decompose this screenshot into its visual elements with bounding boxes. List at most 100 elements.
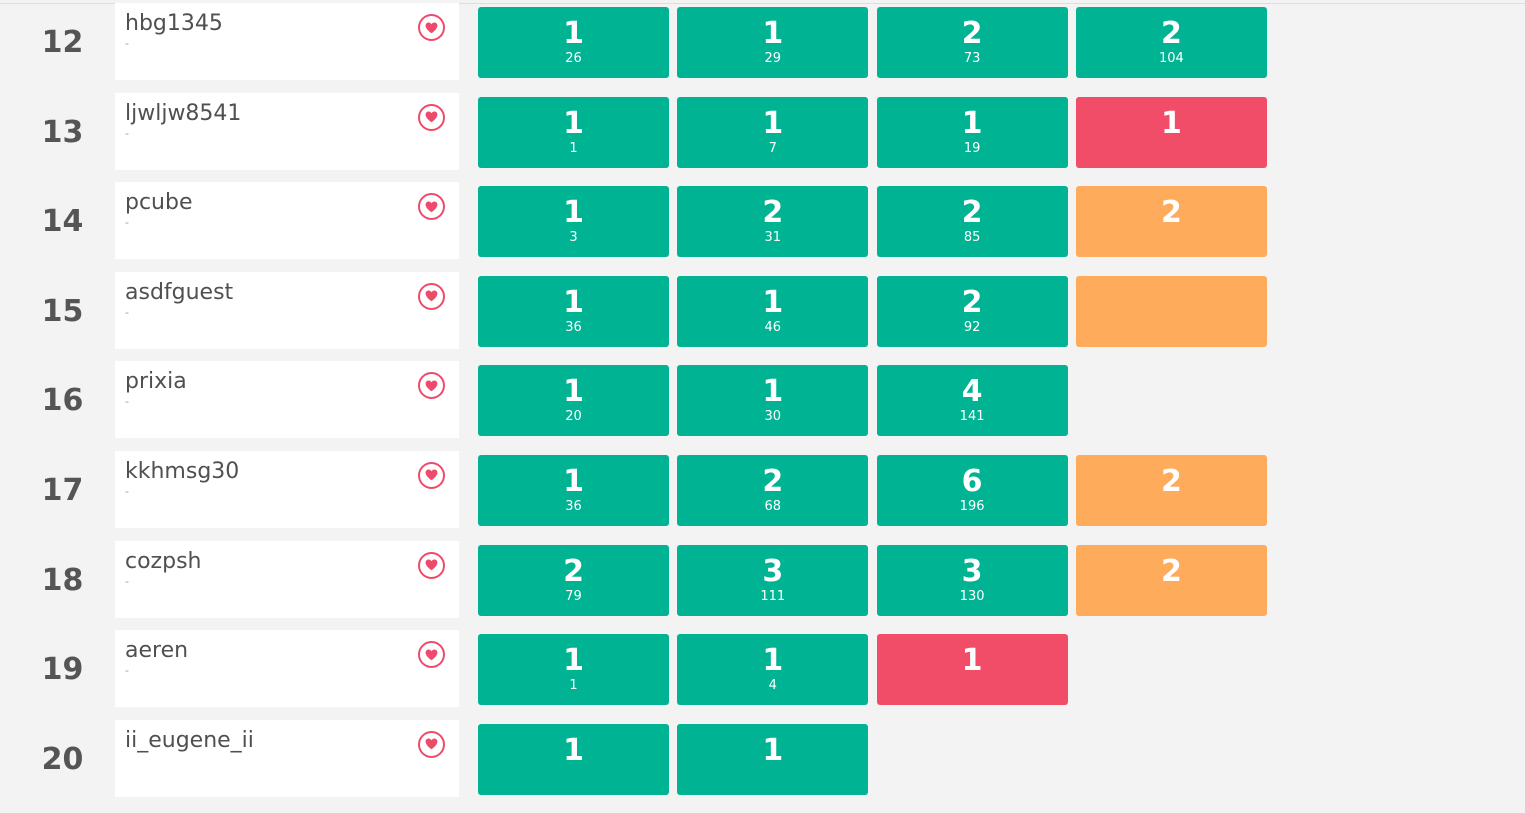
user-card: ii_eugene_ii [115,719,459,797]
scoreboard-row: 17 kkhmsg30- 1 36 2 68 6 196 2 [0,450,1525,545]
problem-cell-solved[interactable]: 3 130 [876,544,1068,616]
like-button[interactable] [418,461,445,489]
solve-time: 79 [565,588,582,604]
scoreboard: 12 hbg1345-1 26 1 29 2 73 2 104 13 ljwljw8541-1 1 1 7… [0,3,1525,813]
like-button[interactable] [418,641,445,669]
attempt-count: 1 [961,643,983,679]
user-name[interactable]: ljwljw8541 [125,100,242,126]
heart-icon [425,738,438,750]
problem-cell-solved[interactable]: 1 20 [478,365,669,437]
problem-cell-solved[interactable]: 2 79 [478,544,669,616]
user-name[interactable]: pcube [125,190,193,216]
scoreboard-row: 15 asdfguest -1 36 1 46 2 92 [0,271,1525,366]
user-name[interactable]: aeren [125,638,189,664]
user-affiliation: - [125,305,129,319]
rank-number: 20 [41,741,84,777]
user-card: asdfguest - [115,271,459,349]
user-affiliation: - [125,216,129,230]
problem-cell-solved[interactable]: 1 19 [876,96,1068,168]
attempt-count: 4 [961,374,983,410]
solve-time: 26 [565,51,582,66]
problem-cell-solved[interactable]: 2 31 [677,186,869,258]
solve-time: 92 [963,319,981,335]
attempt-count: 2 [1160,553,1182,589]
problem-cell-solved[interactable]: 2 68 [677,454,869,526]
problem-cell-solved[interactable]: 4 141 [876,365,1068,437]
problem-cell-solved[interactable]: 1 46 [677,275,869,347]
problem-cell-solved[interactable]: 1 36 [478,454,669,526]
attempt-count: 1 [563,16,584,51]
problem-cell-solved[interactable]: 1 [478,723,669,795]
like-button[interactable] [418,282,445,310]
user-name[interactable]: kkhmsg30 [125,458,240,484]
user-name[interactable]: hbg1345 [125,11,223,36]
user-name[interactable]: cozpsh [125,548,202,574]
solve-time: 1 [569,140,578,156]
user-card: hbg1345- [115,3,459,80]
problem-cell-solved[interactable]: 2 85 [876,186,1068,258]
problem-cell-solved[interactable]: 6 196 [876,454,1068,526]
attempt-count: 1 [563,284,584,320]
scoreboard-row: 12 hbg1345-1 26 1 29 2 73 2 104 [0,3,1525,97]
problem-cell-pending[interactable]: 2 [1075,186,1267,258]
user-affiliation: - [125,484,129,498]
scoreboard-row: 18 cozpsh -2 79 3 111 3 130 2 [0,540,1525,635]
user-name[interactable]: asdfguest [125,279,234,305]
problem-cell-solved[interactable]: 3 111 [677,544,869,616]
attempt-count: 2 [961,16,983,51]
like-button[interactable] [418,551,445,579]
problem-cell-solved[interactable]: 1 29 [677,7,869,78]
problem-cell-solved[interactable]: 1 36 [478,275,669,347]
heart-icon [425,290,438,302]
like-button[interactable] [418,14,445,41]
solve-time: 85 [963,230,981,246]
problem-cell-solved[interactable]: 2 104 [1075,7,1267,78]
problem-cell-pending[interactable]: 2 [1075,454,1267,526]
like-button[interactable] [418,193,445,221]
attempt-count: 2 [563,553,584,589]
problem-cell-solved[interactable]: 1 26 [478,7,669,78]
like-button[interactable] [418,103,445,131]
problem-cell-failed[interactable]: 1 [1075,96,1267,168]
attempt-count: 1 [563,643,584,679]
scoreboard-row: 19 aeren -1 1 1 4 1 [0,630,1525,724]
user-affiliation: - [125,37,129,50]
like-button[interactable] [418,372,445,400]
attempt-count: 2 [762,195,784,231]
user-name[interactable]: prixia [125,369,187,395]
problem-cell-pending[interactable] [1075,275,1267,347]
attempt-count: 1 [563,105,584,141]
user-card: pcube - [115,182,459,260]
problem-cell-failed[interactable]: 1 [876,634,1068,706]
rank-number: 17 [41,472,84,508]
solve-time: 46 [764,319,782,335]
user-card: cozpsh - [115,540,459,618]
problem-cell-solved[interactable]: 2 73 [876,7,1068,78]
attempt-count: 2 [1160,195,1182,231]
attempt-count: 3 [762,553,784,589]
solve-time: 73 [963,51,981,66]
top-divider [0,3,1525,4]
problem-cell-solved[interactable]: 1 30 [677,365,869,437]
problem-cell-pending[interactable]: 2 [1075,544,1267,616]
rank-number: 18 [41,562,84,598]
like-button[interactable] [418,730,445,758]
scoreboard-row: 16 prixia -1 20 1 30 4 141 [0,361,1525,455]
user-affiliation: - [125,664,129,678]
solve-time: 196 [959,498,985,514]
heart-icon [425,111,438,123]
solve-time: 36 [565,498,582,514]
problem-cell-solved[interactable]: 1 [677,723,869,795]
attempt-count: 1 [563,195,584,231]
problem-cell-solved[interactable]: 2 92 [876,275,1068,347]
attempt-count: 1 [762,284,784,320]
user-name[interactable]: ii_eugene_ii [125,727,254,753]
rank-number: 16 [41,383,84,419]
user-card: kkhmsg30- [115,450,459,528]
attempt-count: 2 [1160,16,1182,51]
